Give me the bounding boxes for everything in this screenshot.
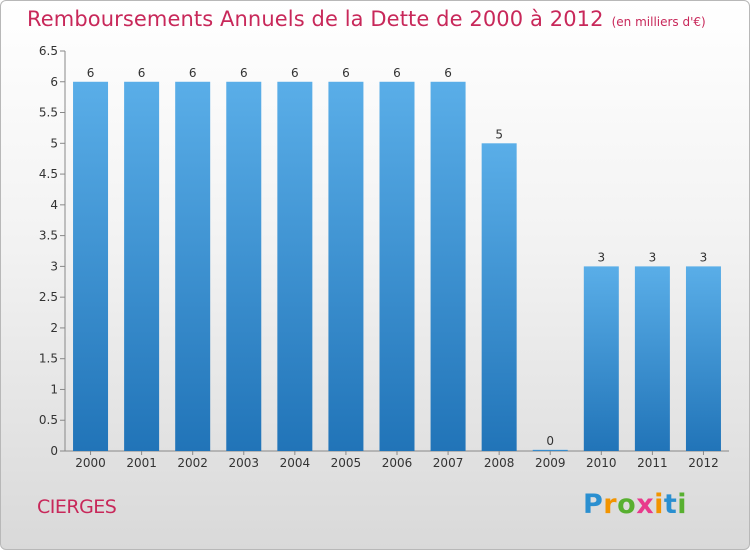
x-tick-label: 2004 <box>280 456 311 470</box>
chart-subtitle: (en milliers d'€) <box>611 15 706 29</box>
x-tick-label: 2005 <box>331 456 362 470</box>
x-axis: 2000 2001 2002 2003 2004 2005 2006 2007 2008 2009… <box>65 450 729 470</box>
y-tick-label: 3 <box>50 259 58 273</box>
value-label: 6 <box>444 66 452 80</box>
x-tick-label: 2011 <box>637 456 668 470</box>
y-tick-label: 5 <box>50 136 58 150</box>
y-tick-label: 0 <box>50 444 58 458</box>
x-tick-label: 2003 <box>228 456 259 470</box>
bar <box>634 266 670 451</box>
bar <box>430 81 466 452</box>
y-tick-label: 6 <box>50 75 58 89</box>
value-label: 6 <box>87 66 95 80</box>
y-tick-label: 3.5 <box>39 229 58 243</box>
chart-title: Remboursements Annuels de la Dette de 20… <box>27 7 604 31</box>
y-tick-label: 5.5 <box>39 106 58 120</box>
bar <box>481 143 517 452</box>
value-label: 3 <box>700 250 708 264</box>
x-tick-label: 2010 <box>586 456 617 470</box>
value-label: 6 <box>342 66 350 80</box>
proxiti-logo[interactable]: Proxiti <box>583 489 687 520</box>
logo-letter: i <box>677 489 688 520</box>
y-tick-label: 0.5 <box>39 413 58 427</box>
value-label: 3 <box>597 250 605 264</box>
value-label: 6 <box>240 66 248 80</box>
bar <box>532 449 568 451</box>
chart-title-block: Remboursements Annuels de la Dette de 20… <box>27 7 706 31</box>
value-label: 6 <box>138 66 146 80</box>
value-label: 3 <box>649 250 657 264</box>
x-tick-label: 2009 <box>535 456 566 470</box>
bar <box>328 81 364 452</box>
x-tick-label: 2002 <box>177 456 208 470</box>
logo-letter: x <box>636 489 655 520</box>
x-tick-label: 2000 <box>75 456 106 470</box>
bar <box>685 266 721 451</box>
y-tick-label: 4 <box>50 198 58 212</box>
y-tick-label: 2 <box>50 321 58 335</box>
value-label: 0 <box>546 434 554 448</box>
bars <box>73 81 721 452</box>
value-label: 6 <box>291 66 299 80</box>
y-tick-label: 2.5 <box>39 290 58 304</box>
x-tick-label: 2006 <box>382 456 413 470</box>
value-label: 6 <box>189 66 197 80</box>
value-label: 6 <box>393 66 401 80</box>
value-label: 5 <box>495 127 503 141</box>
bar <box>583 266 619 451</box>
bar <box>175 81 211 452</box>
x-tick-label: 2008 <box>484 456 515 470</box>
bar <box>226 81 262 452</box>
y-tick-label: 1 <box>50 382 58 396</box>
x-tick-label: 2012 <box>688 456 719 470</box>
y-axis: 0 0.5 1 1.5 2 2.5 3 3.5 4 4.5 5 5.5 6 6.5 <box>39 44 66 458</box>
logo-letter: i <box>654 489 664 520</box>
logo-letter: P <box>583 489 604 520</box>
x-tick-label: 2007 <box>433 456 464 470</box>
bar <box>73 81 109 452</box>
y-tick-label: 1.5 <box>39 352 58 366</box>
x-tick-label: 2001 <box>126 456 157 470</box>
y-tick-label: 4.5 <box>39 167 58 181</box>
bar <box>277 81 313 452</box>
y-tick-label: 6.5 <box>39 44 58 58</box>
logo-letter: o <box>617 489 637 520</box>
logo-letter: r <box>603 489 618 520</box>
commune-name: CIERGES <box>37 496 117 518</box>
logo-letter: t <box>663 489 678 520</box>
bar <box>124 81 160 452</box>
bar <box>379 81 415 452</box>
value-labels: 6 6 6 6 6 6 6 6 5 0 3 3 3 <box>87 66 708 448</box>
